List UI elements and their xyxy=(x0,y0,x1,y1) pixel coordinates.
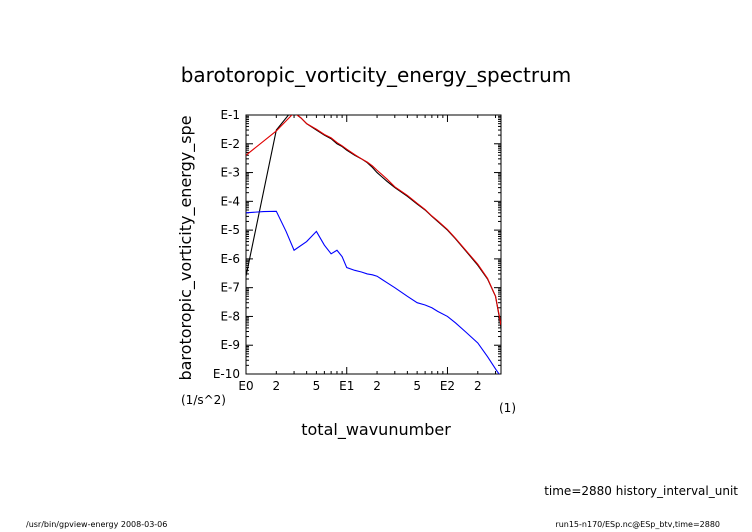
x-tick-label: E2 xyxy=(440,379,455,393)
y-tick-label: E-7 xyxy=(220,281,240,295)
series-line-2 xyxy=(246,210,500,374)
y-tick-label: E-1 xyxy=(220,108,240,122)
chart-title: barotoropic_vorticity_energy_spectrum xyxy=(181,63,572,87)
footer-right: run15-n170/ESp.nc@ESp_btv,time=2880 xyxy=(555,520,720,529)
x-tick-label: 5 xyxy=(313,379,321,393)
y-tick-label: E-2 xyxy=(220,137,240,151)
time-label: time=2880 history_interval_unit xyxy=(544,484,738,498)
series-line-1 xyxy=(246,115,501,326)
series-layer xyxy=(246,115,501,374)
x-tick-label: 5 xyxy=(413,379,421,393)
y-tick-label: E-5 xyxy=(220,223,240,237)
x-tick-label: 2 xyxy=(273,379,281,393)
x-tick-label: E1 xyxy=(339,379,354,393)
x-tick-label: 2 xyxy=(474,379,482,393)
x-tick-label: E0 xyxy=(238,379,253,393)
y-tick-label: E-9 xyxy=(220,338,240,352)
plot-area: E-1 E-2 E-3 E-4 E-5 E-6 E-7 E-8 E-9 E-10 E0 2 5 E1 2 5… xyxy=(213,108,502,393)
series-line-0 xyxy=(246,115,501,328)
y-axis-unit: (1/s^2) xyxy=(181,393,226,407)
y-axis-label: barotoropic_vorticity_energy_spe xyxy=(176,115,196,380)
footer-left: /usr/bin/gpview-energy 2008-03-06 xyxy=(26,520,167,529)
y-tick-label: E-8 xyxy=(220,309,240,323)
x-axis-label: total_wavunumber xyxy=(301,420,451,440)
y-tick-label: E-3 xyxy=(220,166,240,180)
y-tick-label: E-4 xyxy=(220,194,240,208)
y-tick-label: E-6 xyxy=(220,252,240,266)
x-tick-label: 2 xyxy=(373,379,381,393)
y-tick-label: E-10 xyxy=(213,367,240,381)
plot-frame xyxy=(245,114,502,375)
y-axis: E-1 E-2 E-3 E-4 E-5 E-6 E-7 E-8 E-9 E-10 xyxy=(213,108,501,381)
x-axis-unit: (1) xyxy=(499,401,516,415)
x-axis: E0 2 5 E1 2 5 E2 2 xyxy=(238,115,497,393)
